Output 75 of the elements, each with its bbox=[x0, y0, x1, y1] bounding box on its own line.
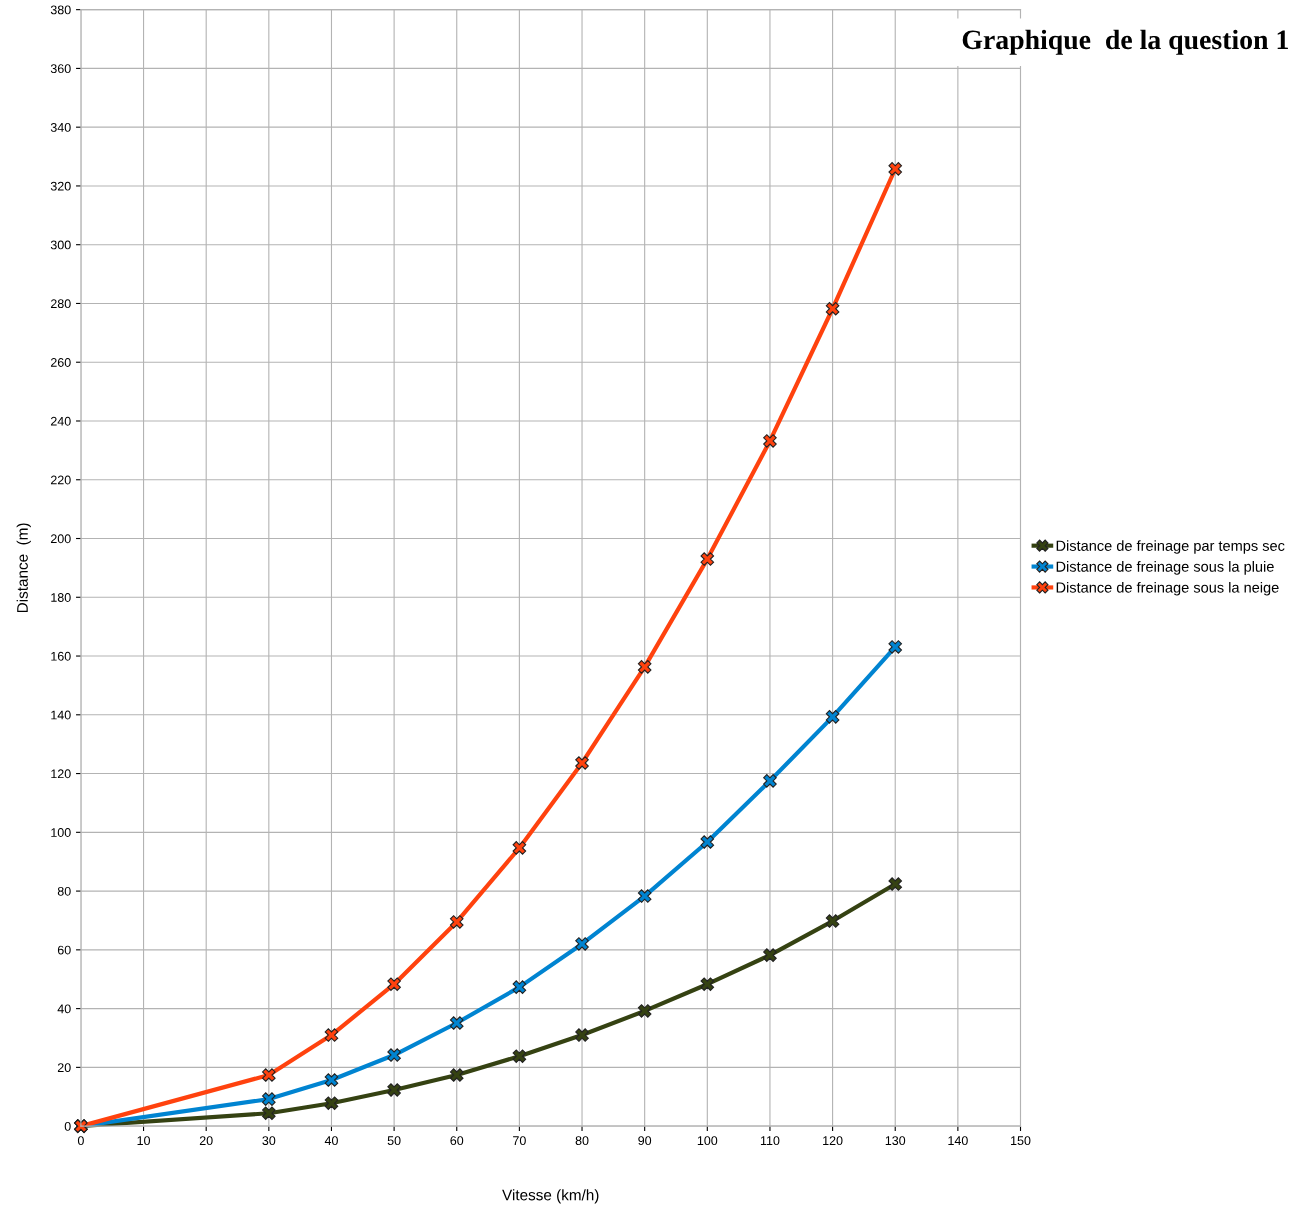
point bbox=[888, 640, 903, 654]
legend-label: Distance de freinage sous la neige bbox=[1056, 581, 1279, 596]
y-tick-label: 80 bbox=[57, 886, 71, 896]
y-tick-label: 160 bbox=[51, 651, 71, 661]
point bbox=[324, 1096, 339, 1111]
point bbox=[575, 937, 589, 951]
x-tick-label: 90 bbox=[638, 1136, 652, 1146]
point bbox=[888, 162, 903, 176]
x-tick-label: 20 bbox=[199, 1136, 213, 1146]
y-tick-label: 100 bbox=[51, 828, 71, 837]
point bbox=[825, 710, 840, 724]
y-tick-label: 260 bbox=[50, 358, 71, 367]
y-tick-label: 320 bbox=[50, 181, 71, 191]
y-tick-label: 60 bbox=[57, 945, 71, 955]
point bbox=[512, 980, 527, 994]
y-tick-label: 240 bbox=[50, 416, 71, 426]
x-tick-label: 110 bbox=[760, 1136, 780, 1146]
point bbox=[637, 1004, 652, 1018]
x-tick-label: 150 bbox=[1011, 1136, 1031, 1146]
x-tick-label: 60 bbox=[450, 1136, 464, 1146]
point bbox=[888, 877, 903, 891]
point bbox=[700, 977, 715, 992]
y-tick-label: 380 bbox=[50, 5, 71, 15]
point bbox=[637, 889, 652, 903]
point bbox=[449, 1068, 464, 1082]
point bbox=[512, 1049, 527, 1064]
y-axis-title: Distance (m) bbox=[16, 523, 31, 613]
point bbox=[262, 1106, 276, 1121]
point bbox=[763, 434, 777, 448]
point bbox=[387, 977, 401, 992]
y-tick-label: 300 bbox=[50, 240, 71, 250]
point bbox=[575, 1028, 589, 1042]
y-tick-label: 220 bbox=[50, 475, 71, 485]
point bbox=[262, 1092, 276, 1106]
x-tick-label: 0 bbox=[77, 1136, 84, 1146]
point bbox=[387, 1083, 401, 1097]
x-tick-label: 120 bbox=[823, 1136, 843, 1146]
text: Graphique de la question 1 bbox=[962, 29, 1288, 55]
point bbox=[825, 301, 840, 316]
y-tick-label: 120 bbox=[51, 769, 71, 779]
point bbox=[512, 841, 527, 855]
y-tick-label: 20 bbox=[57, 1063, 71, 1073]
x-tick-label: 70 bbox=[513, 1136, 526, 1146]
y-tick-label: 340 bbox=[50, 122, 71, 132]
x-tick-label: 50 bbox=[387, 1136, 401, 1146]
point bbox=[449, 915, 464, 929]
point bbox=[449, 1016, 464, 1030]
point bbox=[763, 774, 777, 788]
y-tick-label: 0 bbox=[64, 1121, 71, 1131]
point bbox=[637, 660, 652, 674]
legend-label: Distance de freinage par temps sec bbox=[1056, 540, 1285, 554]
point bbox=[700, 552, 715, 566]
point bbox=[700, 835, 715, 849]
x-tick-label: 100 bbox=[697, 1136, 718, 1146]
y-tick-label: 280 bbox=[50, 299, 71, 309]
legend-label: Distance de freinage sous la pluie bbox=[1056, 561, 1274, 575]
y-tick-label: 40 bbox=[57, 1004, 71, 1014]
x-tick-label: 80 bbox=[575, 1136, 589, 1146]
point bbox=[763, 948, 777, 962]
point bbox=[575, 756, 589, 770]
y-tick-label: 200 bbox=[50, 534, 71, 544]
x-axis-title: Vitesse (km/h) bbox=[502, 1189, 599, 1204]
x-tick-label: 130 bbox=[885, 1136, 906, 1146]
x-tick-label: 10 bbox=[137, 1136, 151, 1146]
x-tick-label: 30 bbox=[262, 1136, 276, 1146]
point bbox=[262, 1068, 276, 1082]
x-tick-label: 140 bbox=[948, 1136, 968, 1146]
y-tick-label: 360 bbox=[50, 64, 71, 74]
y-tick-label: 180 bbox=[51, 593, 71, 602]
point bbox=[324, 1073, 339, 1087]
point bbox=[387, 1048, 401, 1062]
point bbox=[825, 914, 840, 928]
x-tick-label: 40 bbox=[324, 1136, 338, 1146]
y-tick-label: 140 bbox=[51, 710, 71, 720]
point bbox=[324, 1028, 339, 1042]
